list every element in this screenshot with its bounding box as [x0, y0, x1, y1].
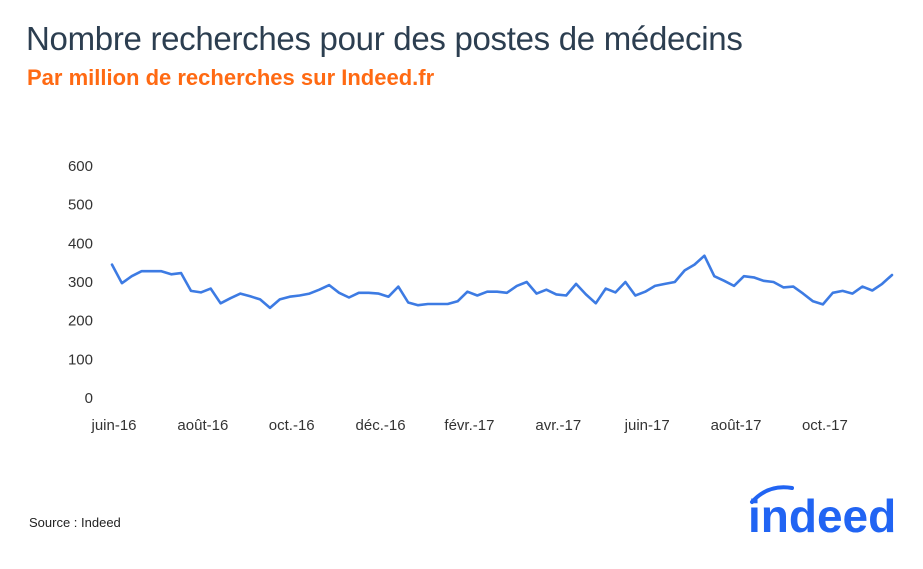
chart-title: Nombre recherches pour des postes de méd…: [26, 20, 743, 57]
chart-subtitle: Par million de recherches sur Indeed.fr: [27, 65, 435, 90]
x-axis: juin-16 août-16 oct.-16 déc.-16 févr.-17 avr.…: [90, 417, 847, 434]
x-tick-label: avr.-17: [535, 417, 581, 434]
y-axis: 0 100 200 300 400 500 600: [68, 158, 93, 407]
y-tick-label: 0: [85, 390, 93, 407]
y-tick-label: 400: [68, 235, 93, 252]
y-tick-label: 200: [68, 313, 93, 330]
y-tick-label: 100: [68, 351, 93, 368]
series-line: [110, 254, 894, 310]
indeed-logo: indeed: [748, 485, 896, 540]
x-tick-label: juin-17: [624, 417, 670, 434]
source-note: Source : Indeed: [29, 515, 121, 530]
series-group: [110, 254, 894, 310]
x-tick-label: déc.-16: [356, 417, 406, 434]
x-tick-label: août-17: [711, 417, 762, 434]
logo-text: indeed: [748, 490, 896, 540]
x-tick-label: août-16: [177, 417, 228, 434]
x-tick-label: oct.-17: [802, 417, 848, 434]
x-tick-label: oct.-16: [269, 417, 315, 434]
y-tick-label: 300: [68, 274, 93, 291]
x-tick-label: févr.-17: [444, 417, 494, 434]
y-tick-label: 500: [68, 197, 93, 214]
y-tick-label: 600: [68, 158, 93, 175]
x-tick-label: juin-16: [90, 417, 136, 434]
